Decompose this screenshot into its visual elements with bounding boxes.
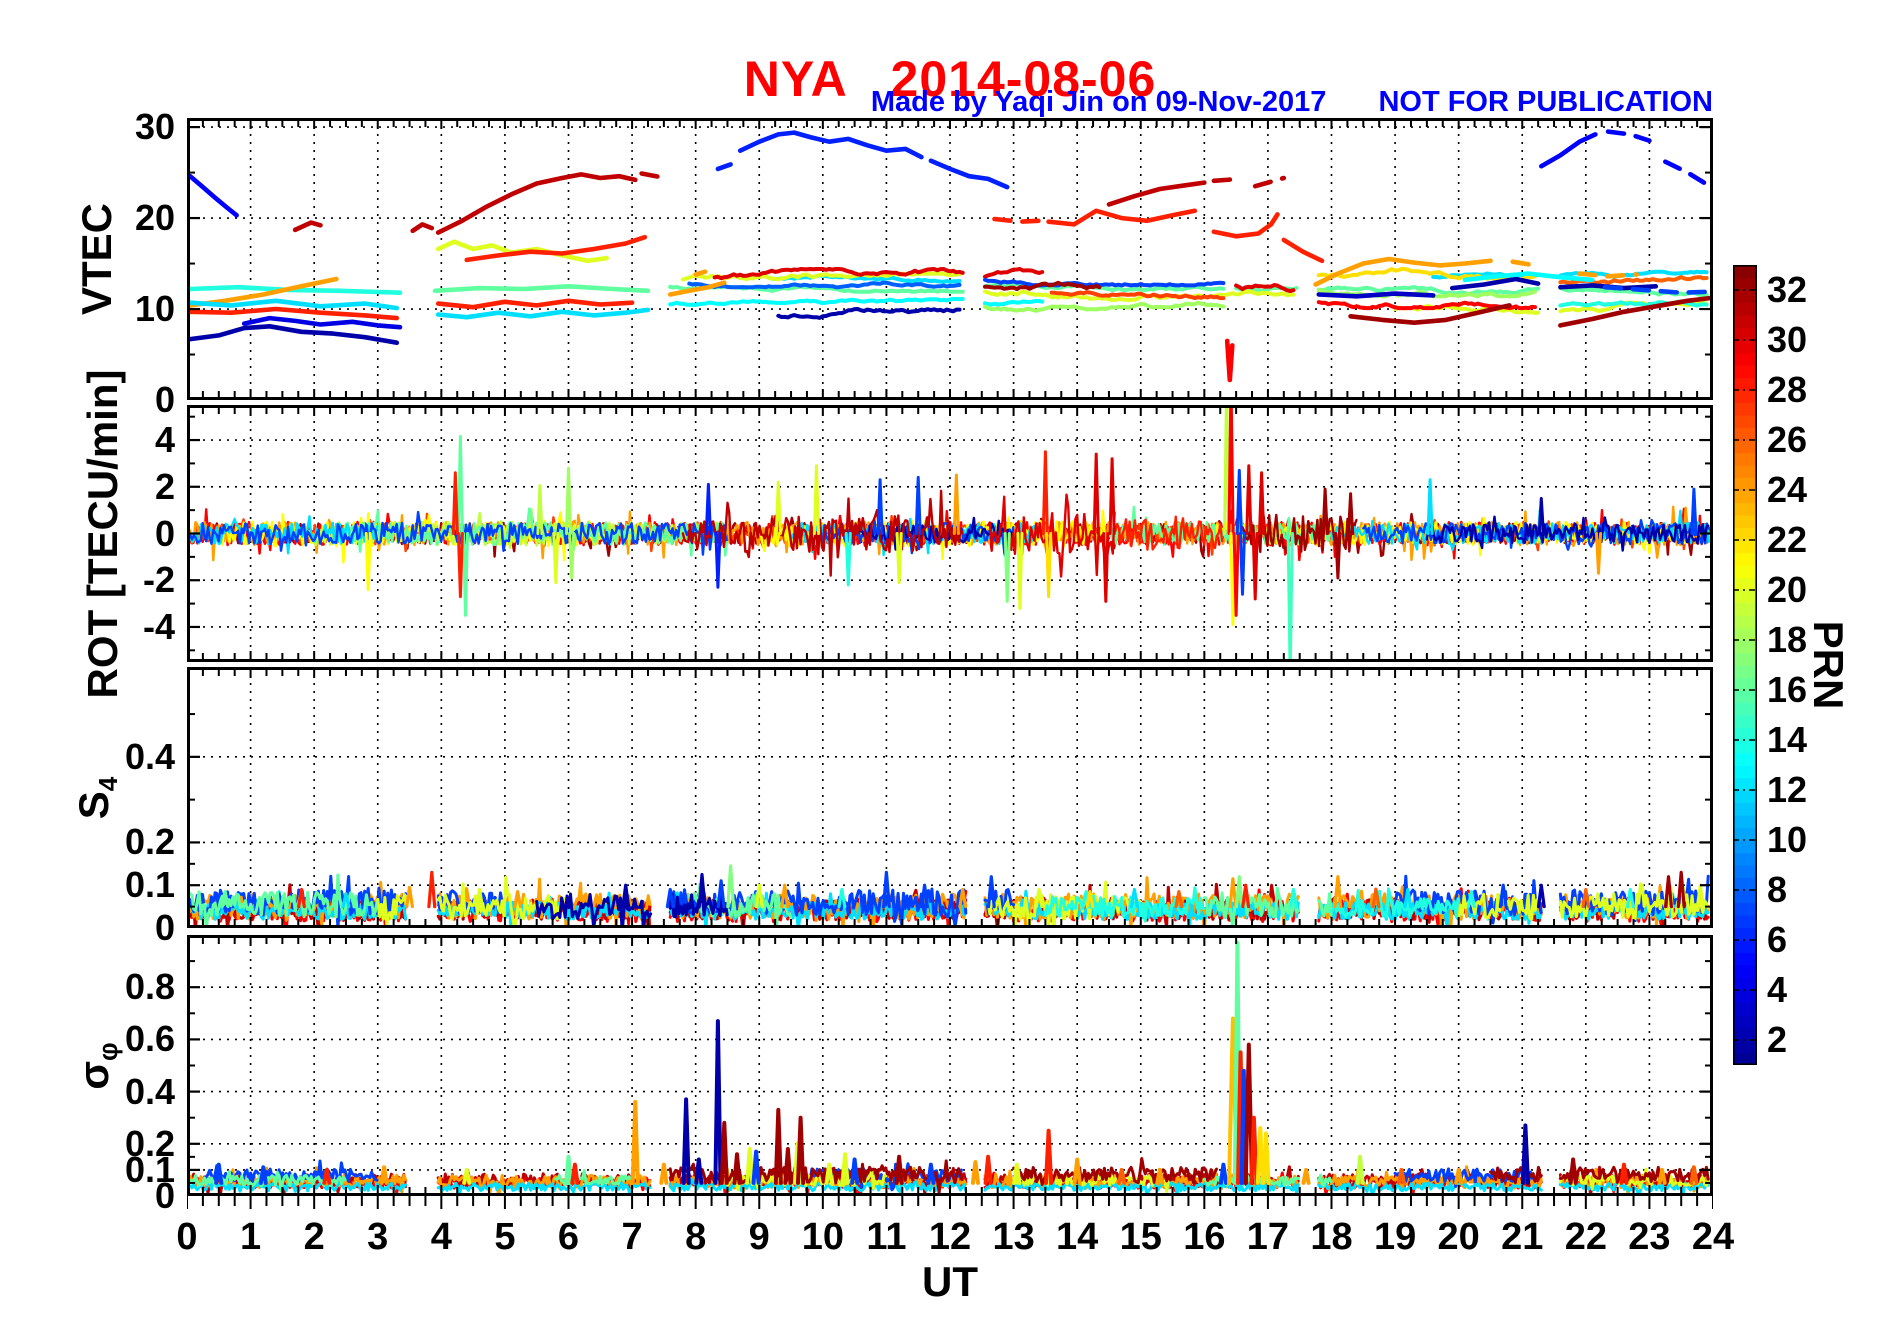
y-tick-label: 0: [154, 379, 175, 420]
y-tick-label: 0: [154, 1175, 175, 1216]
y-tick-label: 0.2: [124, 821, 175, 863]
x-tick-label: 19: [1373, 1216, 1417, 1258]
colorbar-tick-label: 8: [1767, 869, 1788, 910]
colorbar-tick-label: 24: [1767, 469, 1808, 510]
vtec-panel-svg: [187, 118, 1713, 400]
x-tick-label: 5: [494, 1216, 516, 1258]
colorbar-tick-label: 10: [1767, 819, 1808, 860]
x-axis-outside-ticks: [187, 1196, 1713, 1209]
x-tick-label: 15: [1119, 1216, 1162, 1258]
prn-colorbar: [1733, 265, 1757, 1065]
x-tick-label: 3: [367, 1216, 389, 1258]
x-tick-label: 9: [748, 1216, 770, 1258]
y-tick-label: 0.2: [124, 1122, 175, 1164]
ut-axis-label: UT: [922, 1258, 978, 1305]
colorbar-tick-label: 4: [1767, 969, 1788, 1010]
x-tick-label: 18: [1310, 1216, 1353, 1258]
y-tick-label: 0.6: [124, 1018, 175, 1060]
x-tick-label: 0: [176, 1216, 198, 1258]
x-tick-label: 16: [1183, 1216, 1226, 1258]
x-tick-label: 23: [1628, 1216, 1671, 1258]
y-tick-label: 10: [134, 288, 175, 330]
x-tick-label: 14: [1056, 1216, 1099, 1258]
x-tick-label: 17: [1246, 1216, 1290, 1258]
y-tick-label: 2: [154, 465, 175, 507]
y-tick-label: 4: [154, 419, 175, 461]
y-tick-label: 20: [134, 197, 175, 239]
x-tick-label: 24: [1691, 1216, 1735, 1258]
y-tick-label: -2: [142, 559, 175, 601]
x-tick-label: 21: [1501, 1216, 1544, 1258]
colorbar-tick-label: 26: [1767, 419, 1808, 460]
colorbar-tick-label: 14: [1767, 719, 1808, 760]
s4-axis-label: S4: [69, 776, 124, 819]
colorbar-tick-label: 18: [1767, 619, 1808, 660]
y-tick-label: -4: [142, 605, 175, 647]
prn-colorbar-label: PRN: [1805, 620, 1852, 710]
colorbar-tick-label: 16: [1767, 669, 1808, 710]
x-tick-label: 10: [801, 1216, 844, 1258]
y-tick-label: 0.4: [124, 735, 175, 777]
plot-title: NYA 2014-08-06: [743, 51, 1157, 107]
sigma-phi-panel-svg: [187, 935, 1713, 1196]
x-tick-label: 20: [1437, 1216, 1480, 1258]
y-tick-label: 0.1: [124, 1148, 175, 1190]
x-tick-label: 7: [621, 1216, 643, 1258]
colorbar-tick-label: 2: [1767, 1019, 1788, 1060]
x-tick-label: 1: [240, 1216, 262, 1258]
subtitle: Made by Yaqi Jin on 09-Nov-2017 NOT FOR …: [871, 86, 1713, 119]
x-tick-label: 13: [992, 1216, 1035, 1258]
x-tick-label: 2: [303, 1216, 325, 1258]
x-tick-label: 8: [685, 1216, 707, 1258]
colorbar-tick-label: 30: [1767, 319, 1808, 360]
x-tick-label: 12: [928, 1216, 972, 1258]
publication-warning: NOT FOR PUBLICATION: [1378, 86, 1713, 118]
s4-panel-svg: [187, 667, 1713, 928]
x-tick-label: 6: [557, 1216, 580, 1258]
y-tick-label: 30: [134, 106, 175, 148]
y-tick-label: 0.4: [124, 1070, 175, 1112]
colorbar-tick-label: 12: [1767, 769, 1808, 810]
colorbar-tick-label: 32: [1767, 269, 1808, 310]
y-tick-label: 0: [154, 512, 175, 554]
x-tick-label: 22: [1564, 1216, 1607, 1258]
y-tick-label: 0: [154, 907, 175, 948]
x-tick-label: 4: [430, 1216, 452, 1258]
y-tick-label: 0.8: [124, 966, 175, 1008]
colorbar-tick-label: 20: [1767, 569, 1808, 610]
colorbar-tick-label: 22: [1767, 519, 1808, 560]
x-tick-label: 11: [866, 1216, 907, 1258]
credit-note: Made by Yaqi Jin on 09-Nov-2017: [870, 86, 1327, 118]
y-tick-label: 0.1: [124, 864, 175, 906]
colorbar-tick-label: 28: [1767, 369, 1808, 410]
rot-panel-svg: [187, 405, 1713, 662]
colorbar-tick-label: 6: [1767, 919, 1788, 960]
